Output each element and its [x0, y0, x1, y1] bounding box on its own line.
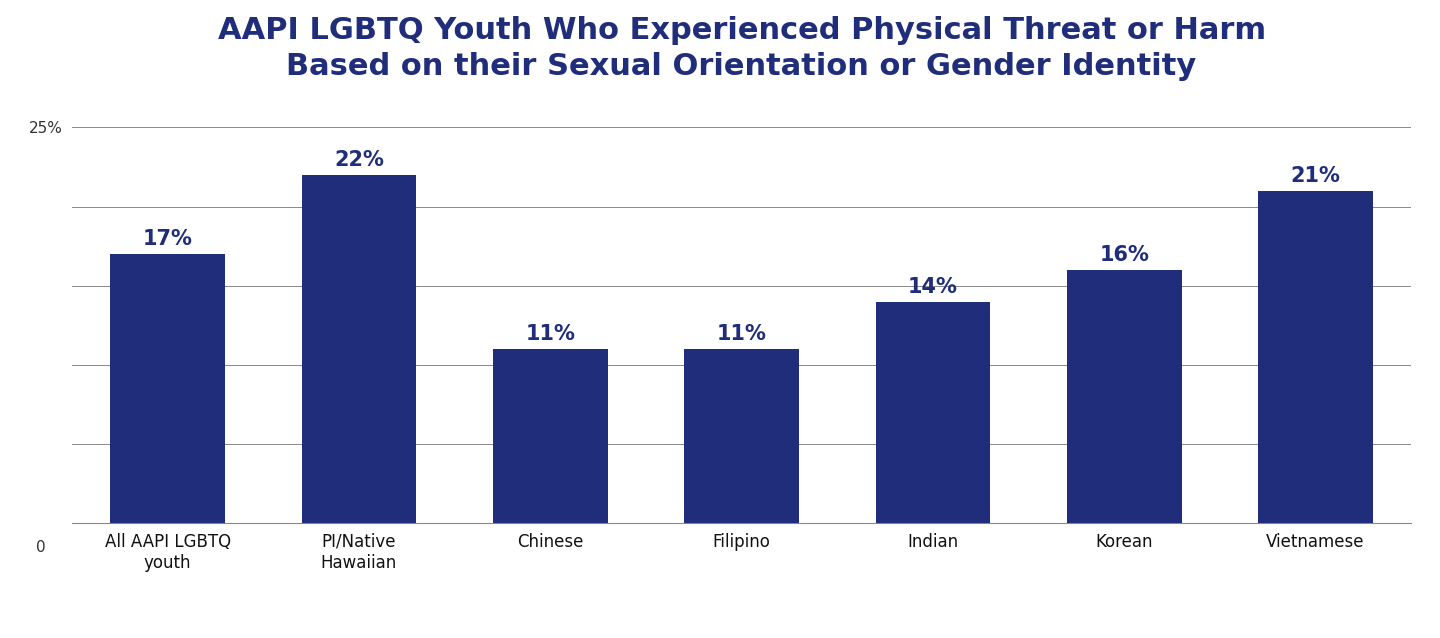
Bar	[876, 302, 991, 523]
Bar	[492, 349, 608, 523]
Title: AAPI LGBTQ Youth Who Experienced Physical Threat or Harm
Based on their Sexual O: AAPI LGBTQ Youth Who Experienced Physica…	[217, 16, 1266, 81]
Text: 22%: 22%	[334, 150, 384, 170]
Bar	[301, 175, 416, 523]
Text: 0: 0	[36, 540, 45, 555]
Text: 16%: 16%	[1099, 245, 1149, 265]
Text: 11%: 11%	[526, 324, 575, 345]
Text: 11%: 11%	[717, 324, 766, 345]
Bar	[684, 349, 799, 523]
Text: 14%: 14%	[909, 277, 958, 297]
Bar	[111, 254, 225, 523]
Text: 17%: 17%	[143, 229, 193, 249]
Bar	[1067, 270, 1182, 523]
Text: 21%: 21%	[1290, 166, 1341, 186]
Bar	[1259, 191, 1372, 523]
